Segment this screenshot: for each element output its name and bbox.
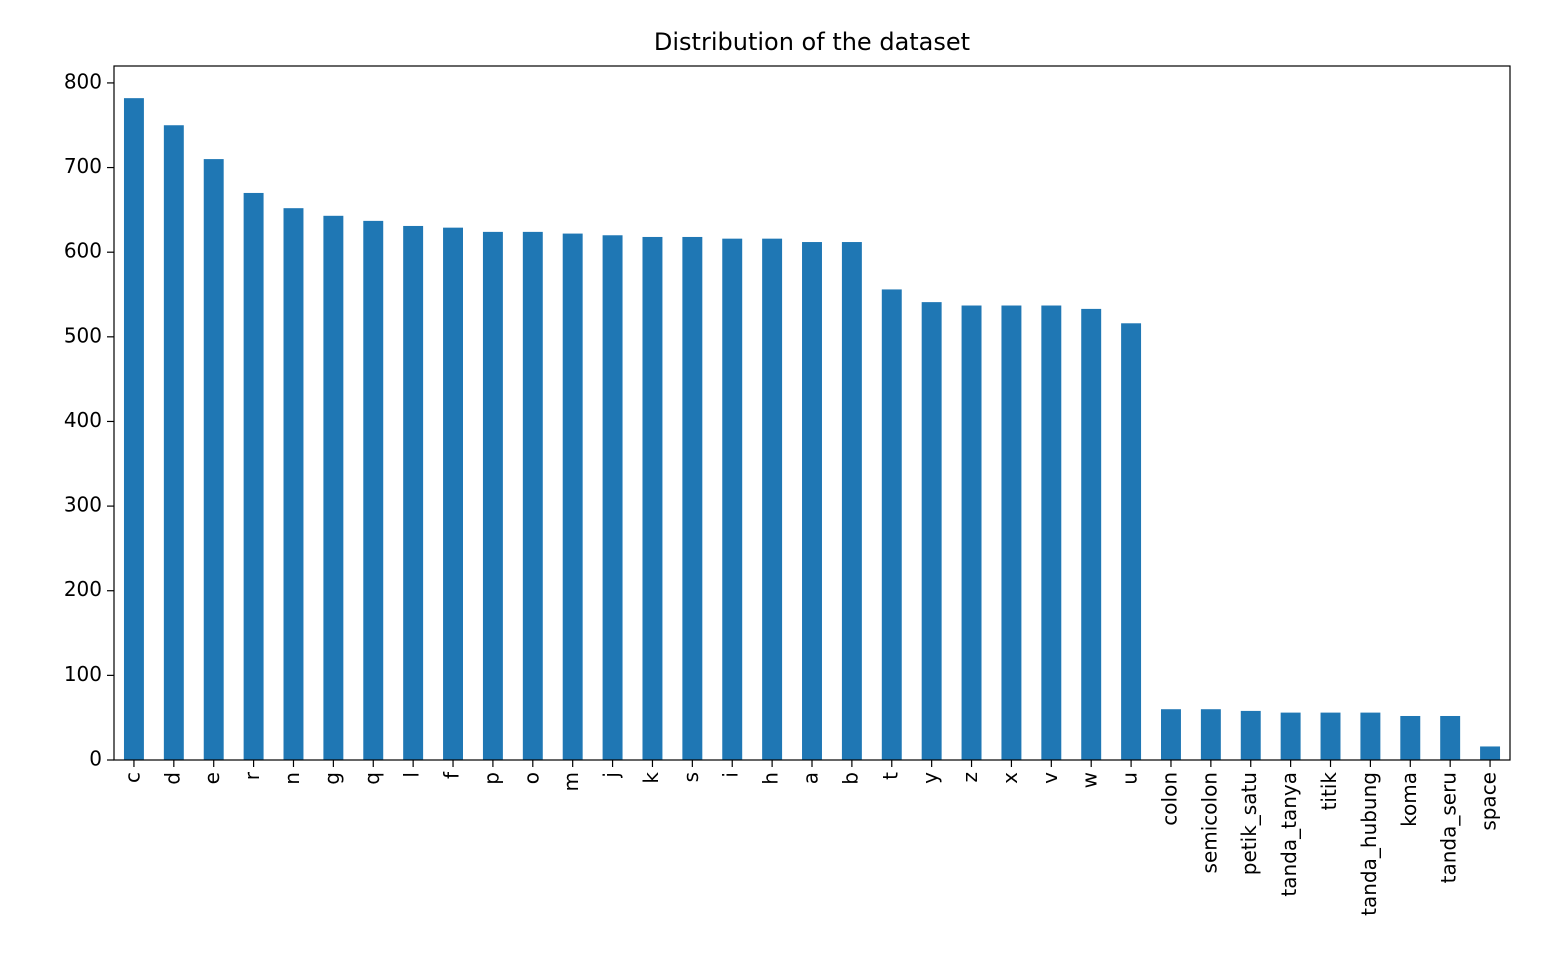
y-tick-label: 500: [64, 323, 102, 347]
x-tick-label: e: [200, 772, 224, 784]
y-tick-label: 200: [64, 577, 102, 601]
bars-group: [123, 98, 1501, 761]
x-tick-label: space: [1477, 772, 1501, 831]
bar-s: [682, 236, 703, 761]
bar-e: [203, 159, 224, 761]
bar-p: [482, 231, 503, 760]
bar-petik_satu: [1240, 710, 1261, 760]
x-tick-label: tanda_hubung: [1357, 772, 1381, 916]
y-tick-label: 300: [64, 493, 102, 517]
bar-titik: [1320, 712, 1341, 760]
bar-z: [961, 305, 982, 760]
x-tick-label: koma: [1397, 772, 1421, 827]
x-tick-label: i: [719, 772, 743, 778]
x-tick-label: g: [320, 772, 344, 785]
x-tick-label: colon: [1157, 772, 1181, 826]
x-tick-label: petik_satu: [1237, 772, 1261, 875]
y-axis: 0 100 200 300 400 500 600 700 800: [64, 69, 114, 771]
y-tick-label: 100: [64, 662, 102, 686]
bar-h: [762, 238, 783, 760]
bar-i: [722, 238, 743, 760]
bar-tanda_tanya: [1280, 712, 1301, 760]
x-tick-label: s: [679, 772, 703, 782]
x-tick-label: m: [559, 772, 583, 791]
x-tick-label: tanda_tanya: [1277, 772, 1301, 897]
bar-tanda_hubung: [1360, 712, 1381, 760]
bar-colon: [1161, 709, 1181, 760]
x-tick-label: a: [799, 772, 823, 784]
x-tick-label: tanda_seru: [1437, 772, 1461, 883]
bar-u: [1121, 323, 1142, 760]
x-tick-label: z: [958, 772, 982, 783]
bar-t: [881, 289, 902, 760]
bar-f: [443, 227, 463, 760]
bar-y: [921, 302, 942, 760]
bar-semicolon: [1200, 709, 1221, 760]
bar-r: [243, 192, 264, 760]
bar-a: [802, 242, 822, 761]
bar-v: [1041, 305, 1062, 760]
bar-n: [283, 208, 304, 760]
y-tick-label: 800: [64, 69, 102, 93]
x-tick-label: p: [479, 772, 503, 785]
x-tick-label: titik: [1317, 772, 1341, 811]
x-tick-label: r: [240, 771, 264, 780]
x-tick-label: c: [120, 772, 144, 783]
bar-space: [1480, 746, 1501, 760]
x-tick-label: q: [360, 772, 384, 785]
x-tick-label: d: [160, 772, 184, 785]
x-tick-label: f: [440, 771, 464, 779]
bar-b: [841, 242, 862, 761]
x-axis: c d e r n g q l f p o m j k s i h a b t y z x v w u colon semicolon…: [120, 760, 1501, 916]
bar-l: [403, 225, 424, 760]
bar-k: [642, 236, 663, 761]
x-tick-label: x: [998, 772, 1022, 784]
x-tick-label: t: [878, 772, 902, 780]
y-tick-label: 700: [64, 154, 102, 178]
x-tick-label: k: [639, 772, 663, 784]
x-tick-label: n: [280, 772, 304, 785]
x-tick-label: v: [1038, 772, 1062, 784]
x-tick-label: j: [599, 772, 623, 779]
bar-q: [363, 220, 384, 760]
y-tick-label: 600: [64, 239, 102, 263]
bar-j: [602, 235, 623, 760]
x-tick-label: o: [519, 772, 543, 784]
x-tick-label: h: [759, 772, 783, 785]
bar-w: [1081, 308, 1102, 760]
x-tick-label: u: [1118, 772, 1142, 785]
bar-x: [1001, 305, 1022, 760]
bar-g: [323, 215, 344, 761]
x-tick-label: l: [400, 772, 424, 778]
bar-c: [123, 98, 144, 761]
x-tick-label: semicolon: [1197, 772, 1221, 873]
y-tick-label: 400: [64, 408, 102, 432]
chart-title: Distribution of the dataset: [654, 28, 970, 56]
x-tick-label: y: [918, 772, 942, 784]
bar-koma: [1400, 715, 1421, 760]
bar-m: [562, 233, 583, 760]
y-tick-label: 0: [89, 747, 102, 771]
bar-d: [163, 125, 184, 761]
bar-o: [522, 231, 543, 760]
bar-tanda_seru: [1440, 715, 1461, 760]
x-tick-label: b: [838, 772, 862, 785]
x-tick-label: w: [1078, 772, 1102, 788]
